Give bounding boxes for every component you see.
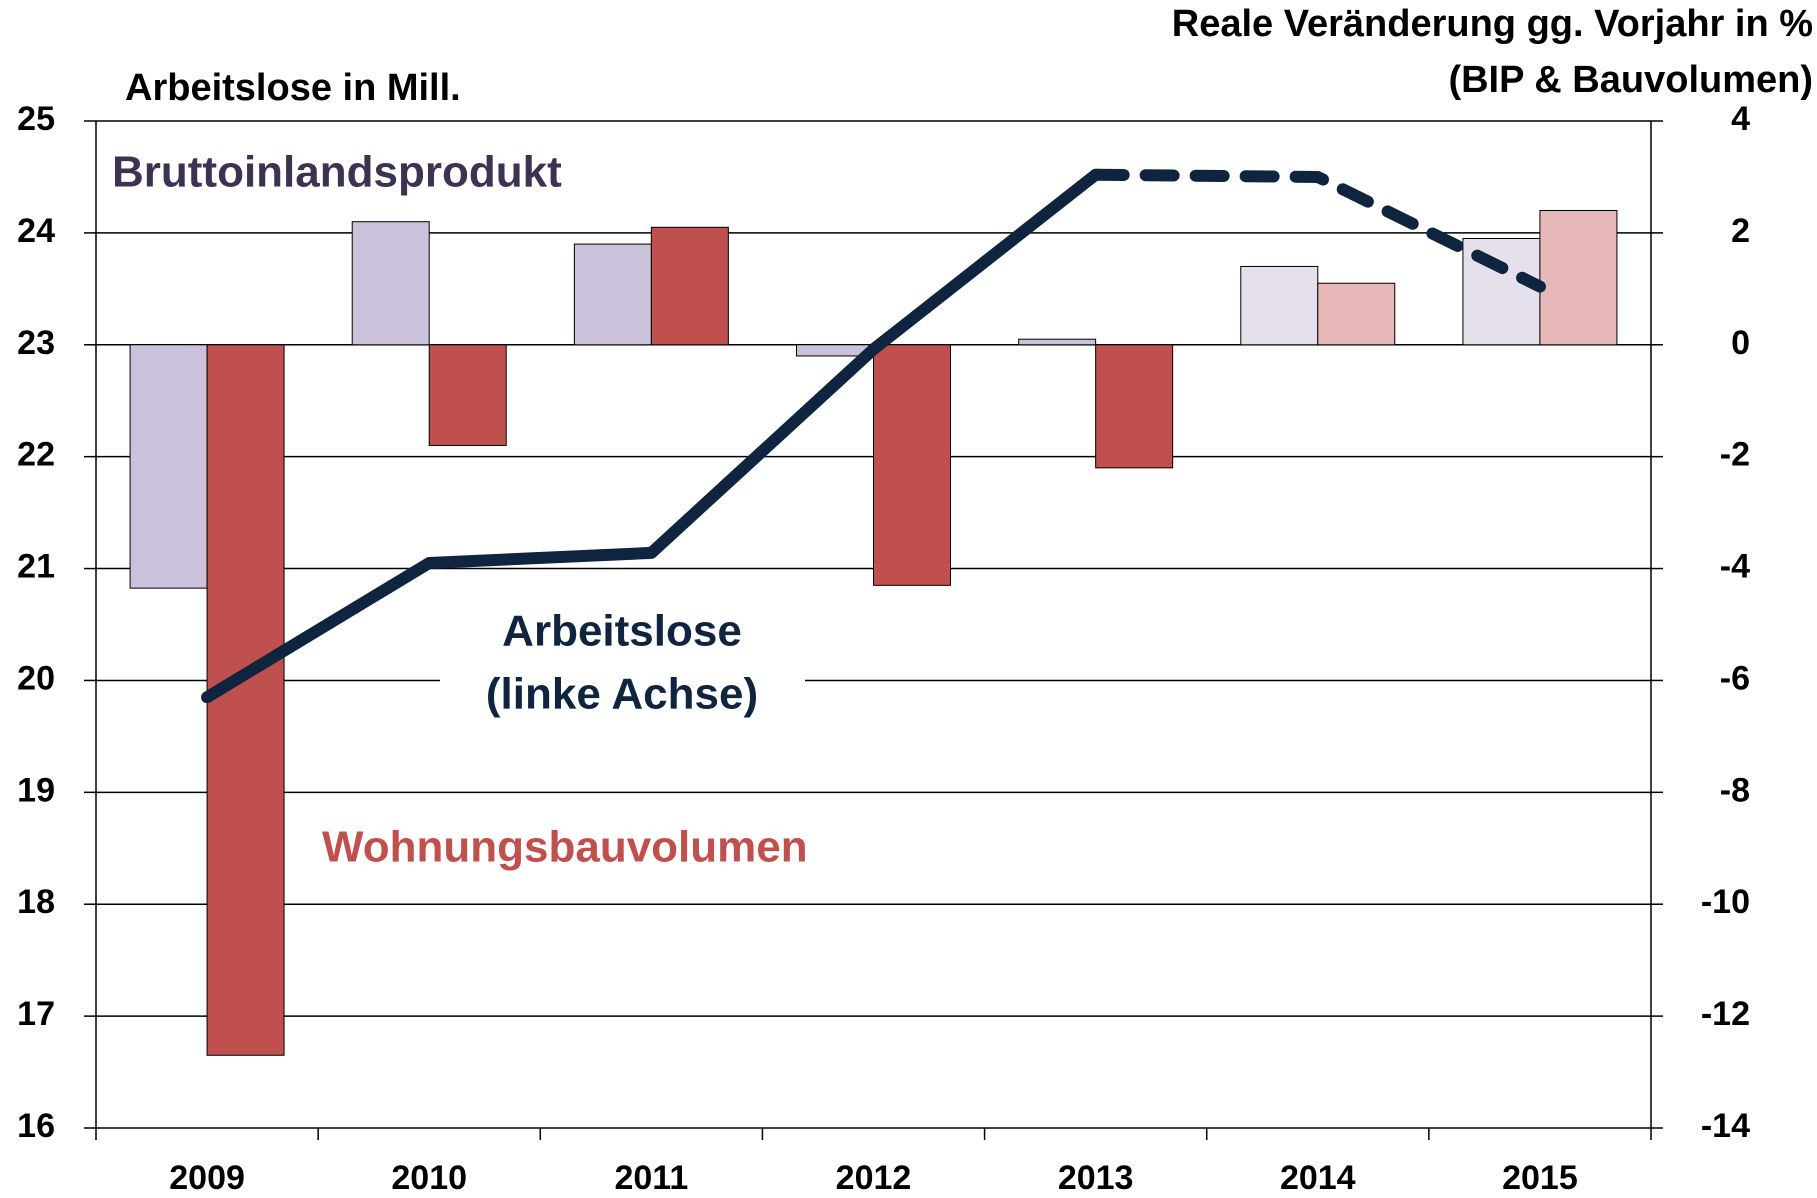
y-tick-label: 23 (17, 324, 55, 362)
bar (1317, 282, 1396, 346)
y2-tick-label: -6 (1720, 659, 1750, 697)
y2-tick-label: -8 (1720, 771, 1750, 809)
y-tick-label: 20 (17, 659, 55, 697)
bar (351, 221, 430, 346)
series-label: Arbeitslose (502, 607, 742, 656)
y-tick-label: 17 (17, 995, 55, 1033)
line (201, 168, 1102, 704)
x-tick-label: 2011 (614, 1159, 688, 1197)
x-tick-label: 2010 (391, 1159, 467, 1197)
y-tick-label: 18 (17, 883, 55, 921)
y-tick-label: 24 (17, 212, 55, 250)
bar (873, 344, 951, 586)
y2-axis-label: Reale Veränderung gg. Vorjahr in % (1172, 3, 1813, 45)
x-tick-label: 2009 (169, 1159, 245, 1197)
y-tick-label: 22 (17, 436, 55, 474)
y2-tick-label: -12 (1701, 995, 1750, 1033)
y-tick-label: 25 (17, 100, 55, 138)
series-label: (linke Achse) (486, 670, 758, 719)
y-axis-label: Arbeitslose in Mill. (125, 67, 461, 109)
y2-tick-label: 4 (1731, 100, 1750, 138)
bar (1240, 265, 1319, 346)
bar (1095, 344, 1174, 469)
bar (1018, 338, 1097, 346)
x-tick-label: 2013 (1058, 1159, 1134, 1197)
bar (129, 344, 208, 589)
y2-tick-label: 2 (1731, 212, 1750, 250)
y-tick-label: 19 (17, 771, 55, 809)
y2-tick-label: -10 (1701, 883, 1750, 921)
x-tick-label: 2014 (1280, 1159, 1356, 1197)
y-tick-label: 21 (17, 548, 55, 586)
bar (1539, 210, 1618, 346)
y2-tick-label: -14 (1701, 1107, 1750, 1145)
line (1089, 168, 1546, 293)
y2-axis-label: (BIP & Bauvolumen) (1448, 59, 1813, 101)
series-label: Wohnungsbauvolumen (322, 823, 808, 872)
y2-tick-label: 0 (1731, 324, 1750, 362)
x-tick-label: 2015 (1502, 1159, 1578, 1197)
bar (573, 243, 652, 346)
bar (206, 344, 285, 1056)
y2-tick-label: -2 (1720, 436, 1750, 474)
bar (650, 226, 729, 346)
bar (428, 344, 507, 446)
series-label: Bruttoinlandsprodukt (112, 148, 562, 197)
label-background (440, 600, 805, 730)
y2-tick-label: -4 (1720, 548, 1750, 586)
x-tick-label: 2012 (836, 1159, 912, 1197)
y-tick-label: 16 (17, 1107, 55, 1145)
